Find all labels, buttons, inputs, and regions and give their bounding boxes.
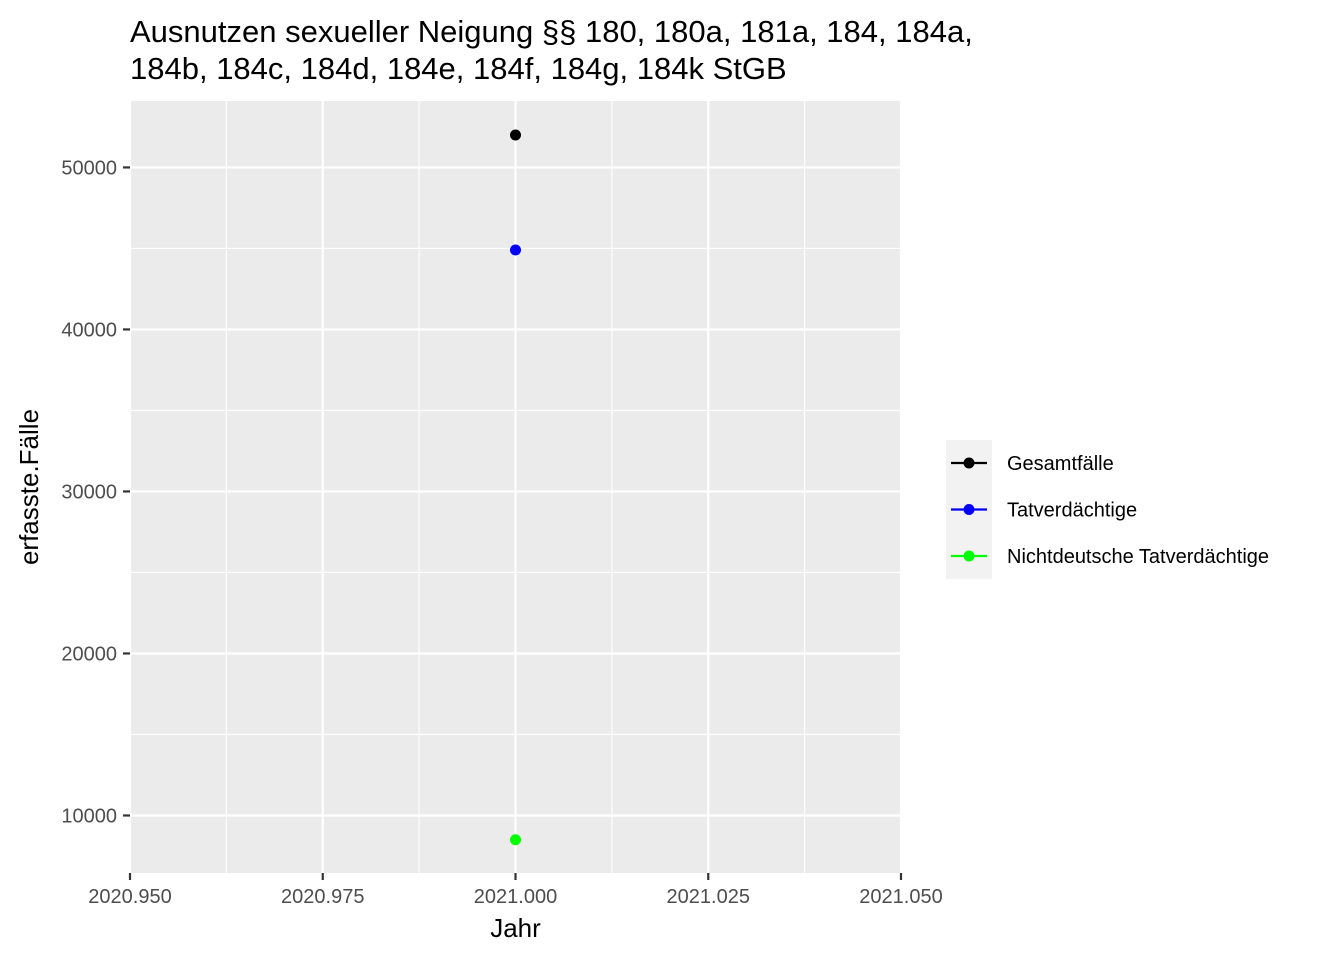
data-points	[510, 129, 521, 846]
y-tick-label-1: 20000	[61, 643, 117, 665]
legend-label-1: Tatverdächtige	[1007, 500, 1137, 522]
legend-label-2: Nichtdeutsche Tatverdächtige	[1007, 546, 1269, 568]
point-series-0-0	[510, 129, 521, 141]
point-series-1-0	[510, 244, 521, 256]
x-tick-label-4: 2021.050	[859, 886, 942, 908]
legend-key-point-0	[963, 457, 975, 469]
legend: Gesamtfälle Tatverdächtige Nichtdeutsche T…	[951, 453, 1269, 568]
axis-ticks	[123, 166, 903, 880]
chart-title-line-1: Ausnutzen sexueller Neigung §§ 180, 180a…	[130, 14, 973, 49]
chart-title-line-2: 184b, 184c, 184d, 184e, 184f, 184g, 184k…	[130, 51, 787, 86]
major-gridlines	[128, 101, 903, 873]
x-tick-label-0: 2020.950	[88, 886, 171, 908]
legend-key-point-2	[963, 550, 975, 562]
tick-labels: 2020.950 2020.975 2021.000 2021.025 2021.050…	[61, 157, 942, 908]
x-tick-label-2: 2021.000	[474, 886, 557, 908]
y-tick-label-0: 10000	[61, 805, 117, 827]
x-tick-label-3: 2021.025	[667, 886, 750, 908]
y-tick-label-4: 50000	[61, 157, 117, 179]
y-tick-label-3: 40000	[61, 319, 117, 341]
x-tick-label-1: 2020.975	[281, 886, 364, 908]
x-axis-title: Jahr	[490, 913, 541, 943]
y-axis-title: erfasste.Fälle	[14, 409, 44, 565]
legend-key-point-1	[963, 504, 975, 515]
legend-label-0: Gesamtfälle	[1007, 453, 1114, 475]
point-series-2-0	[510, 834, 521, 846]
y-tick-label-2: 30000	[61, 481, 117, 503]
